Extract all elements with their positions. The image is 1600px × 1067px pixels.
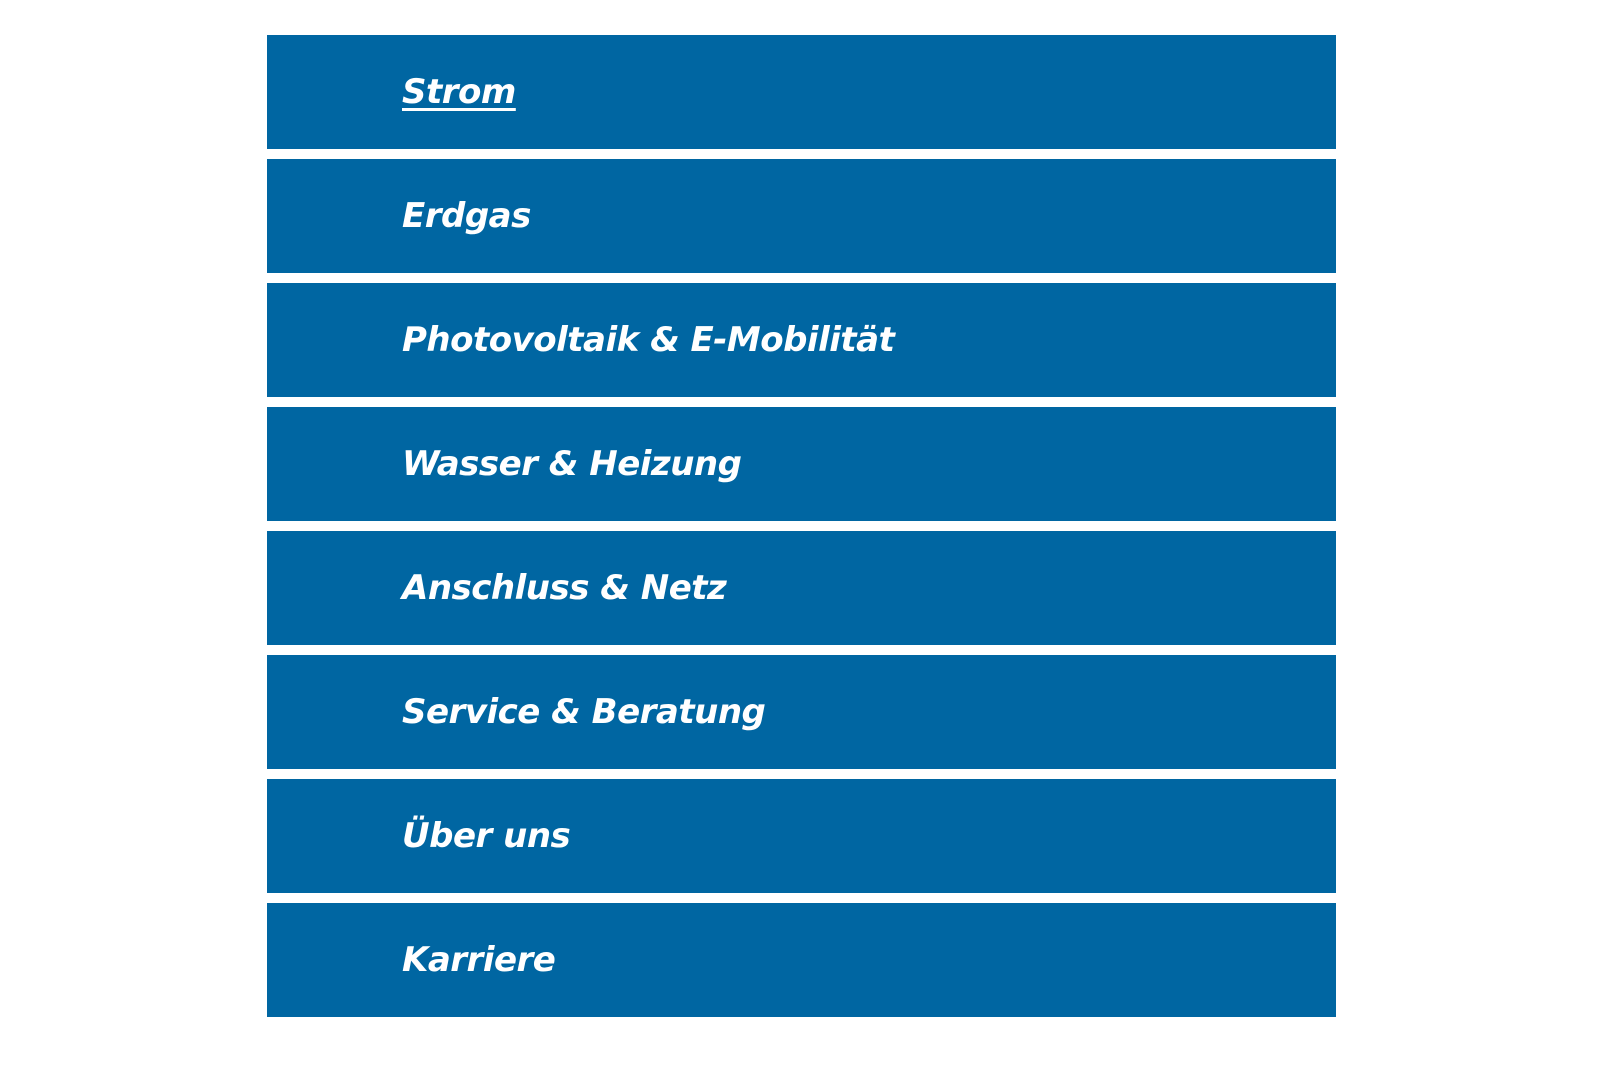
menu-item-wasser-heizung[interactable]: Wasser & Heizung	[267, 407, 1336, 521]
menu-item-label: Service & Beratung	[402, 692, 766, 732]
menu-item-ueber-uns[interactable]: Über uns	[267, 779, 1336, 893]
menu-item-label: Erdgas	[402, 196, 531, 236]
menu-item-label: Strom	[402, 72, 516, 112]
menu-item-label: Photovoltaik & E-Mobilität	[402, 320, 895, 360]
main-menu: Strom Erdgas Photovoltaik & E-Mobilität …	[267, 35, 1336, 1027]
menu-item-erdgas[interactable]: Erdgas	[267, 159, 1336, 273]
menu-item-label: Wasser & Heizung	[402, 444, 742, 484]
menu-item-label: Über uns	[402, 816, 571, 856]
menu-item-label: Karriere	[402, 940, 556, 980]
menu-item-label: Anschluss & Netz	[402, 568, 727, 608]
menu-item-service-beratung[interactable]: Service & Beratung	[267, 655, 1336, 769]
menu-item-strom[interactable]: Strom	[267, 35, 1336, 149]
menu-item-photovoltaik[interactable]: Photovoltaik & E-Mobilität	[267, 283, 1336, 397]
menu-item-anschluss-netz[interactable]: Anschluss & Netz	[267, 531, 1336, 645]
menu-item-karriere[interactable]: Karriere	[267, 903, 1336, 1017]
